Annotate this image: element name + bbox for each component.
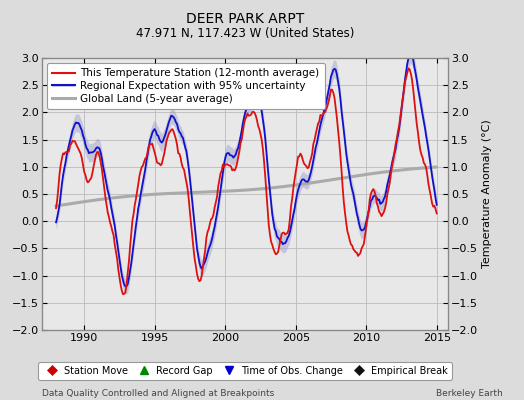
- Text: Berkeley Earth: Berkeley Earth: [436, 389, 503, 398]
- Title: DEER PARK ARPT: DEER PARK ARPT: [186, 12, 304, 26]
- Text: Data Quality Controlled and Aligned at Breakpoints: Data Quality Controlled and Aligned at B…: [42, 389, 274, 398]
- Text: 47.971 N, 117.423 W (United States): 47.971 N, 117.423 W (United States): [136, 27, 354, 40]
- Legend: Station Move, Record Gap, Time of Obs. Change, Empirical Break: Station Move, Record Gap, Time of Obs. C…: [38, 362, 452, 380]
- Y-axis label: Temperature Anomaly (°C): Temperature Anomaly (°C): [482, 120, 492, 268]
